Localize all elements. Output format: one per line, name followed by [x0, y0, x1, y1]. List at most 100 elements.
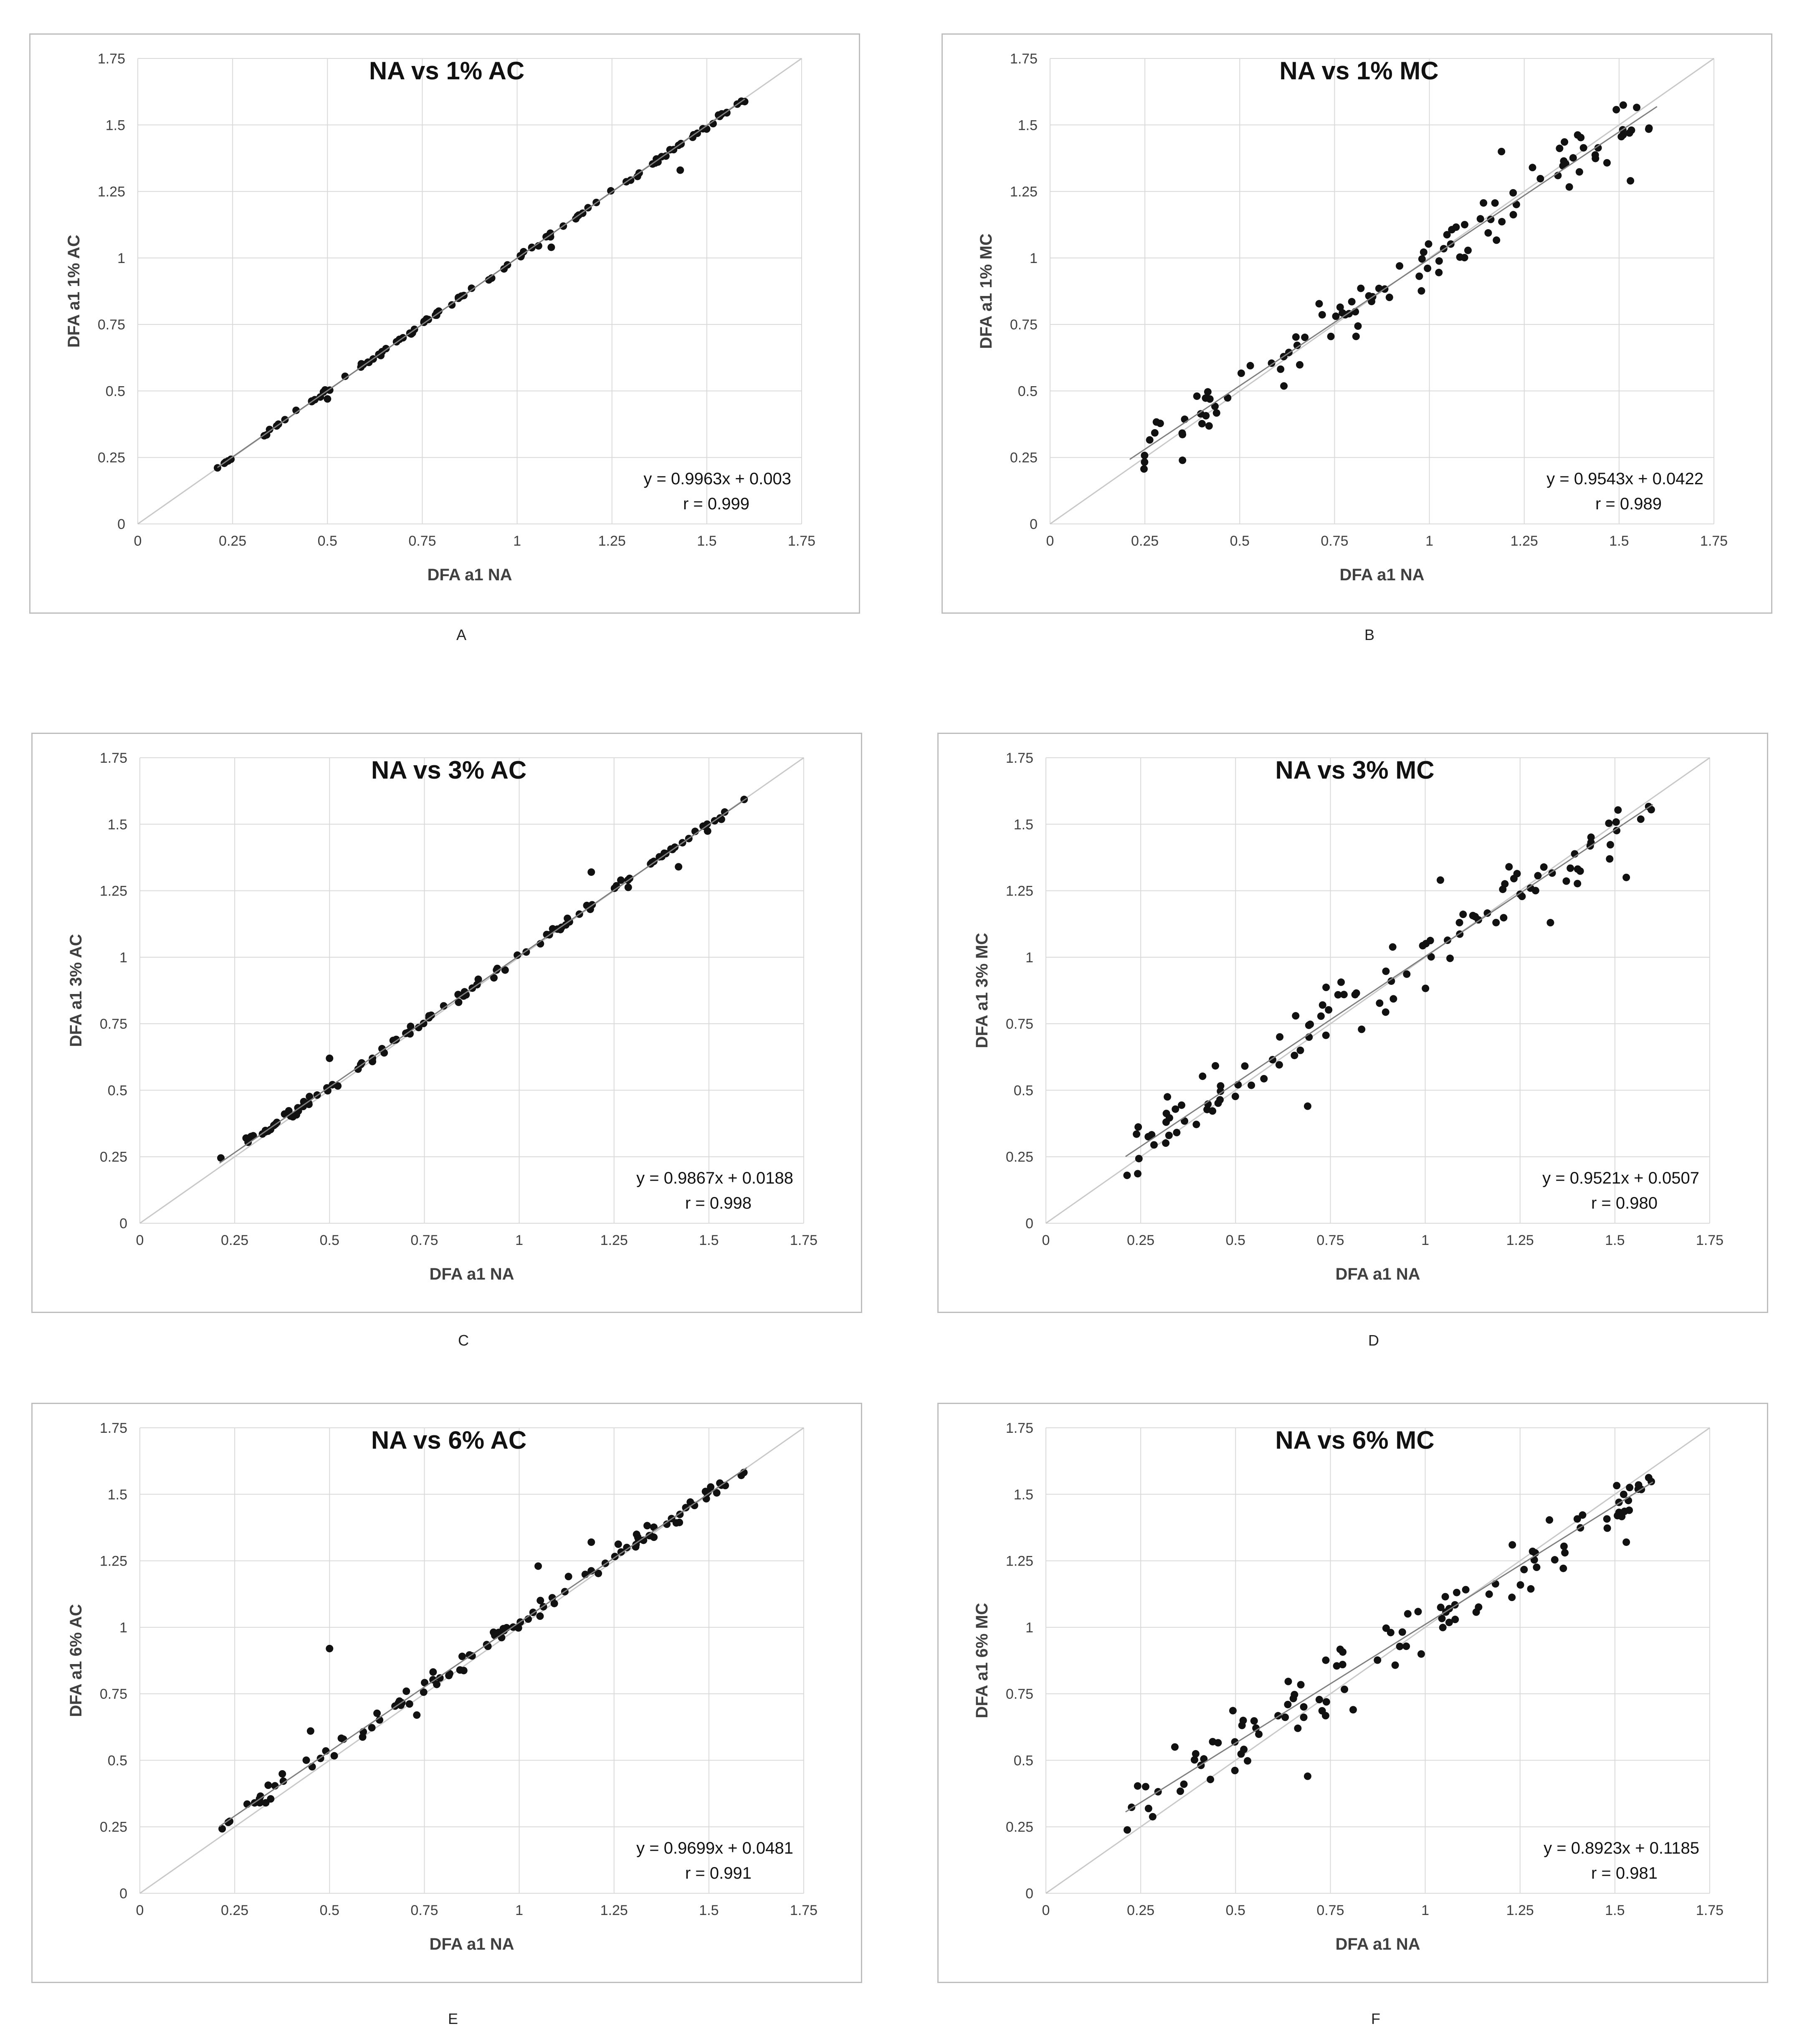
data-point: [1292, 333, 1300, 341]
x-tick-label: 0.75: [1316, 1902, 1344, 1918]
data-point: [500, 265, 508, 273]
data-point: [1579, 144, 1587, 152]
data-point: [316, 393, 324, 401]
x-axis-label: DFA a1 NA: [429, 1265, 514, 1283]
data-point: [1492, 918, 1500, 926]
x-tick-label: 0.25: [1127, 1902, 1154, 1918]
data-point: [1199, 1072, 1207, 1080]
x-tick-label: 0.5: [320, 1232, 339, 1248]
data-point: [1606, 855, 1614, 863]
y-tick-label: 0.75: [100, 1686, 127, 1702]
data-point: [330, 1752, 338, 1760]
x-tick-label: 1: [515, 1232, 523, 1248]
data-point: [1626, 1484, 1634, 1492]
data-point: [645, 1532, 653, 1540]
data-point: [713, 1489, 721, 1497]
regression-equation: y = 0.9543x + 0.0422: [1546, 470, 1703, 488]
data-point: [1206, 395, 1214, 403]
regression-equation: y = 0.9699x + 0.0481: [636, 1839, 793, 1857]
y-tick-label: 0: [117, 516, 125, 532]
data-point: [1587, 833, 1595, 841]
x-tick-label: 0.75: [1321, 533, 1348, 549]
x-tick-label: 1: [513, 533, 521, 549]
y-tick-label: 1.5: [1018, 117, 1038, 133]
data-point: [1231, 1093, 1239, 1100]
data-point: [1414, 1608, 1422, 1616]
x-tick-label: 0.75: [410, 1232, 438, 1248]
chart-title: NA vs 3% MC: [1275, 756, 1434, 784]
data-point: [1417, 287, 1425, 295]
data-point: [1622, 873, 1630, 881]
data-point: [326, 1644, 334, 1652]
data-point: [1352, 332, 1360, 340]
data-point: [1144, 1804, 1152, 1812]
data-point: [1498, 218, 1506, 226]
data-point: [717, 815, 725, 823]
data-point: [1427, 953, 1435, 961]
data-point: [1339, 1661, 1346, 1669]
x-tick-label: 1: [1425, 533, 1433, 549]
data-point: [243, 1800, 251, 1808]
x-tick-label: 1.75: [1700, 533, 1728, 549]
data-point: [1134, 1123, 1142, 1131]
y-tick-label: 1.75: [100, 750, 127, 766]
data-point: [1239, 1717, 1247, 1725]
x-axis-label: DFA a1 NA: [1335, 1265, 1420, 1283]
chart-title: NA vs 1% AC: [369, 57, 524, 85]
data-point: [1300, 1713, 1308, 1721]
y-tick-label: 1.75: [1006, 1420, 1033, 1436]
data-point: [263, 431, 271, 439]
y-tick-label: 1: [1025, 1620, 1033, 1636]
y-tick-label: 0.25: [1006, 1819, 1033, 1835]
data-point: [1327, 332, 1335, 340]
y-tick-label: 0.25: [1006, 1149, 1033, 1165]
data-point: [1303, 1102, 1311, 1110]
data-point: [1441, 1593, 1449, 1601]
data-point: [676, 166, 684, 174]
x-tick-label: 1.75: [788, 533, 815, 549]
data-point: [1305, 1021, 1313, 1029]
data-point: [1527, 1585, 1535, 1593]
data-point: [1574, 131, 1582, 139]
data-point: [1291, 1691, 1298, 1699]
data-point: [218, 1825, 226, 1833]
data-point: [1294, 1724, 1302, 1732]
data-point: [1135, 1155, 1143, 1163]
trendline: [1125, 1481, 1653, 1813]
data-point: [1180, 1780, 1188, 1788]
data-point: [1325, 1006, 1333, 1014]
data-point: [1334, 991, 1342, 999]
x-tick-label: 0: [136, 1902, 144, 1918]
data-point: [1192, 1750, 1200, 1758]
data-point: [380, 1049, 388, 1057]
data-point: [1476, 215, 1484, 223]
data-point: [689, 133, 697, 141]
data-point: [663, 1520, 671, 1528]
data-point: [519, 248, 527, 256]
y-tick-label: 1.75: [1010, 51, 1038, 67]
data-point: [1224, 394, 1232, 402]
data-point: [1520, 1566, 1528, 1573]
chart-title: NA vs 1% MC: [1279, 57, 1438, 85]
data-point: [1396, 1642, 1404, 1650]
data-point: [267, 1795, 275, 1803]
data-point: [662, 152, 670, 160]
data-point: [1297, 1681, 1305, 1689]
data-point: [1352, 989, 1360, 997]
y-tick-label: 1: [119, 1620, 127, 1636]
x-tick-label: 0.5: [320, 1902, 339, 1918]
data-point: [1164, 1093, 1172, 1101]
data-point: [1500, 914, 1508, 922]
data-point: [1606, 841, 1614, 849]
data-point: [1165, 1114, 1173, 1122]
data-point: [1594, 144, 1602, 152]
data-point: [1284, 1700, 1292, 1708]
data-point: [1216, 1096, 1224, 1104]
data-point: [1562, 877, 1570, 885]
data-point: [607, 187, 615, 195]
data-point: [1560, 1542, 1568, 1550]
chart-panel-f: 0 0.25 0.5 0.75 1 1.25 1.5 1.75 0 0.25 0.5 0.75 1 1.2…: [937, 1403, 1768, 1983]
data-point: [433, 1680, 441, 1688]
data-point: [1211, 402, 1219, 410]
data-point: [1179, 456, 1187, 464]
